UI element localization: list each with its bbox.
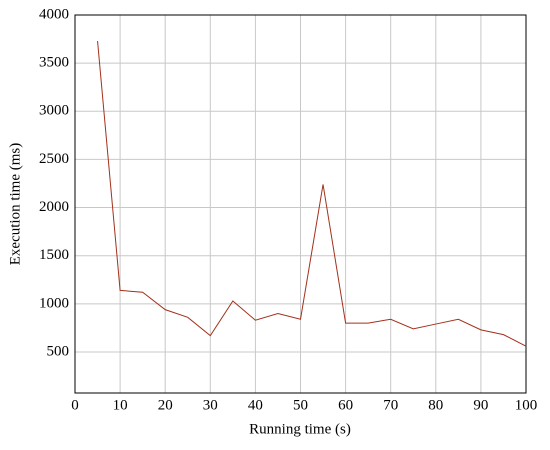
data-line [97, 40, 527, 347]
y-tick-label: 3000 [39, 103, 69, 119]
x-tick-label: 60 [338, 397, 353, 413]
x-tick-label: 100 [515, 397, 538, 413]
y-tick-label: 2500 [39, 151, 69, 167]
x-tick-label: 0 [71, 397, 79, 413]
x-tick-label: 20 [158, 397, 173, 413]
x-tick-label: 10 [113, 397, 128, 413]
x-tick-label: 90 [473, 397, 488, 413]
y-tick-label: 2000 [39, 199, 69, 215]
x-tick-label: 80 [428, 397, 443, 413]
y-tick-label: 4000 [39, 6, 69, 22]
y-tick-label: 1500 [39, 247, 69, 263]
y-tick-label: 1000 [39, 295, 69, 311]
y-tick-label: 3500 [39, 55, 69, 71]
y-axis-label: Execution time (ms) [7, 143, 23, 265]
x-tick-label: 70 [383, 397, 398, 413]
y-tick-label: 500 [47, 343, 70, 359]
x-tick-label: 50 [293, 397, 308, 413]
plot-frame [74, 14, 527, 394]
x-tick-label: 30 [203, 397, 218, 413]
x-tick-label: 40 [248, 397, 263, 413]
x-axis-label: Running time (s) [249, 421, 351, 437]
